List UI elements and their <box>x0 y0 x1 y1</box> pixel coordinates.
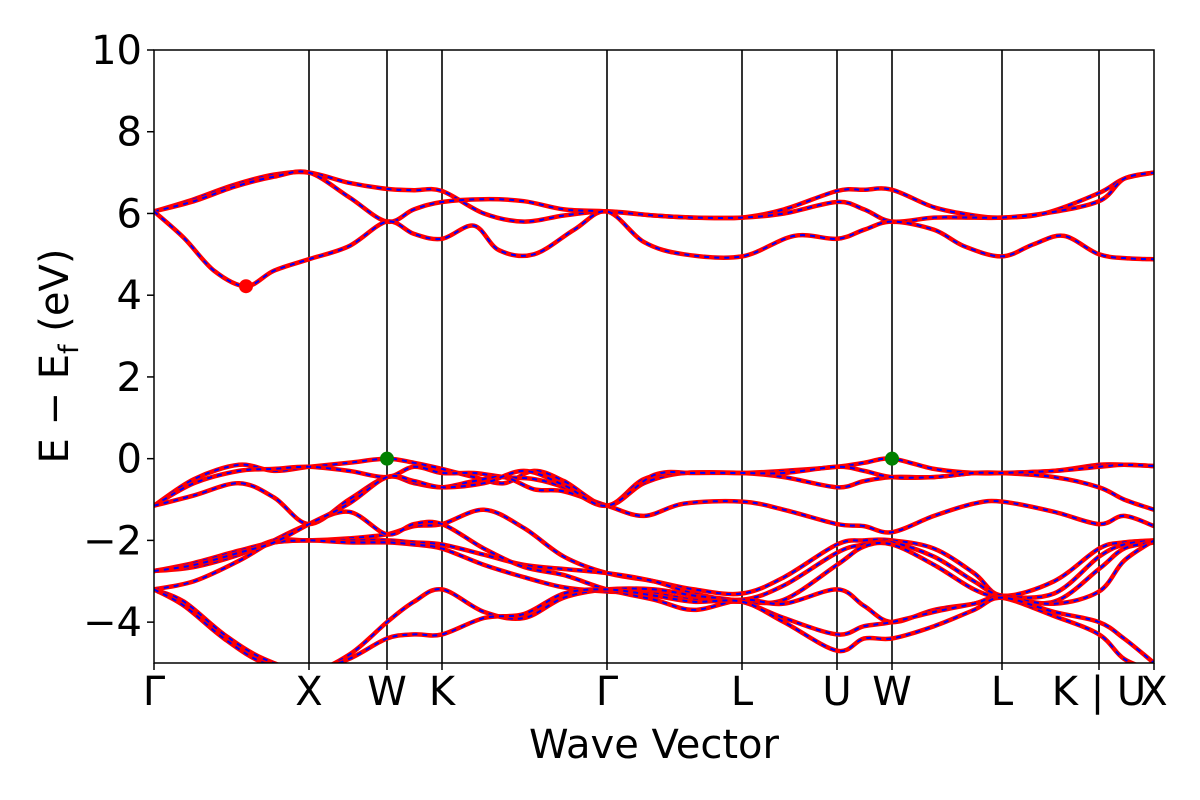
x-tick-label: L <box>731 669 754 715</box>
y-tick-label: 4 <box>117 273 142 319</box>
band-line-dashed <box>154 588 1154 663</box>
high-symmetry-lines <box>308 50 1100 663</box>
y-tick-label: 6 <box>117 191 142 237</box>
y-axis-label-unit: (eV) <box>32 249 78 345</box>
band-edge-markers <box>239 279 899 466</box>
x-tick-label: K <box>429 669 457 715</box>
x-tick-label: Γ <box>143 669 166 715</box>
x-tick-label: W <box>367 669 407 715</box>
valence-band-maximum-marker <box>380 451 394 466</box>
x-tick-label: X <box>295 669 322 715</box>
y-tick-label: 10 <box>91 28 142 74</box>
y-axis-label: E − Ef (eV) <box>32 249 85 464</box>
y-axis-ticks: 10 8 6 4 2 0 −2 −4 <box>83 28 154 646</box>
y-tick-label: −2 <box>83 518 142 564</box>
y-tick-label: −4 <box>83 600 142 646</box>
valence-band-maximum-marker <box>885 451 899 466</box>
x-tick-label: W <box>872 669 912 715</box>
x-axis-label: Wave Vector <box>529 722 780 768</box>
band-line-dashed <box>154 463 1154 572</box>
band-line <box>154 169 1154 225</box>
x-tick-label: L <box>991 669 1014 715</box>
x-tick-label: U <box>822 669 851 715</box>
x-tick-label: Γ <box>596 669 619 715</box>
band-line-dashed <box>154 210 1154 288</box>
band-line <box>154 209 1154 289</box>
x-tick-label: X <box>1140 669 1167 715</box>
y-axis-label-main: E − E <box>32 354 78 464</box>
y-tick-label: 2 <box>117 355 142 401</box>
x-tick-label: K | U <box>1052 669 1146 715</box>
plot-frame <box>153 49 1155 664</box>
y-axis-label-subscript: f <box>54 343 85 354</box>
band-line-dashed <box>154 170 1154 223</box>
conduction-band-minimum-marker <box>239 279 253 294</box>
y-tick-label: 8 <box>117 110 142 156</box>
y-tick-label: 0 <box>117 437 142 483</box>
band-lines <box>154 169 1154 663</box>
